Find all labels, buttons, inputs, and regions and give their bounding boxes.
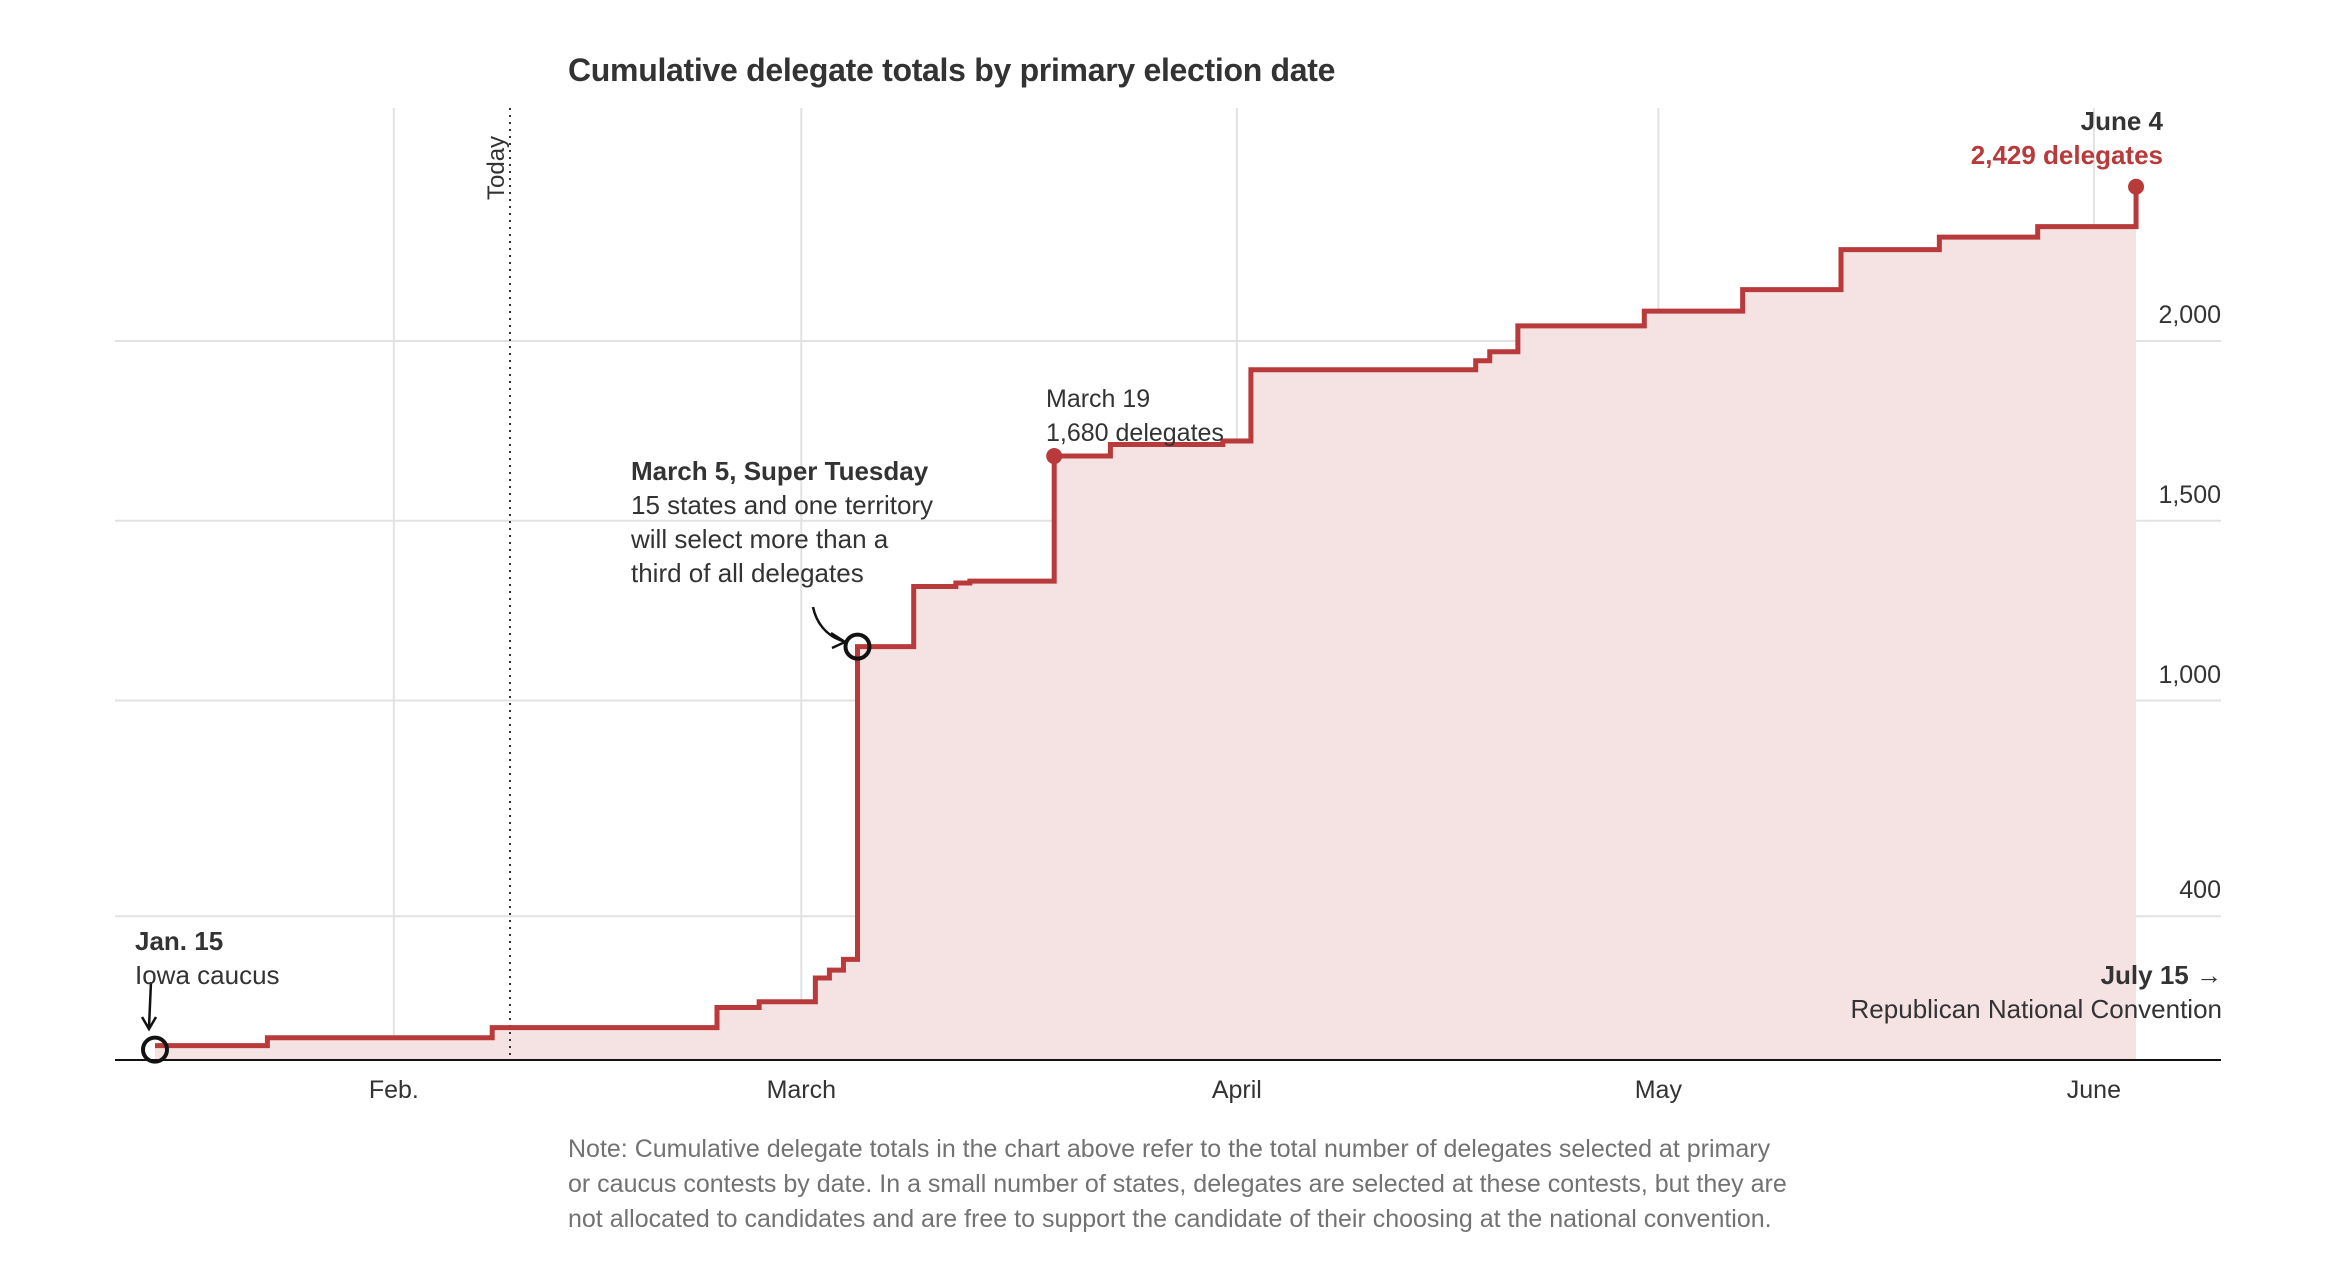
june-4-value: 2,429 delegates xyxy=(1970,140,2163,170)
super-tuesday-marker xyxy=(843,632,872,661)
march-19-marker xyxy=(1046,448,1063,465)
super-tuesday-line: will select more than a xyxy=(631,524,889,554)
today-label: Today xyxy=(483,136,510,200)
y-tick-label: 1,500 xyxy=(2158,480,2221,509)
end-marker xyxy=(2128,178,2145,195)
x-tick-label: Feb. xyxy=(368,1076,419,1104)
annotation-iowa: Jan. 15 Iowa caucus xyxy=(135,924,280,992)
chart-title: Cumulative delegate totals by primary el… xyxy=(568,52,1336,88)
cumulative-area xyxy=(155,186,2137,1060)
convention-label: Republican National Convention xyxy=(1850,994,2222,1024)
y-tick-label: 1,000 xyxy=(2158,660,2221,689)
y-tick-label: 2,000 xyxy=(2158,301,2221,329)
march-19-date: March 19 xyxy=(1046,385,1151,413)
x-tick-label: April xyxy=(1211,1076,1262,1104)
super-tuesday-arrow-icon xyxy=(811,606,848,650)
iowa-label: Iowa caucus xyxy=(135,960,280,990)
annotation-convention: July 15 → Republican National Convention xyxy=(1851,958,2222,1026)
annotation-super-tuesday: March 5, Super Tuesday 15 states and one… xyxy=(631,454,933,590)
x-tick-label: June xyxy=(2066,1076,2121,1104)
chart-note: Note: Cumulative delegate totals in the … xyxy=(568,1135,1787,1233)
march-19-value: 1,680 delegates xyxy=(1046,419,1224,447)
convention-date: July 15 → xyxy=(2100,960,2222,990)
annotation-june-4: June 4 2,429 delegates xyxy=(1971,104,2163,172)
annotation-march-19: March 19 1,680 delegates xyxy=(1046,382,1224,450)
super-tuesday-line: third of all delegates xyxy=(631,558,864,588)
cumulative-step-line xyxy=(155,186,2139,1049)
iowa-arrow-icon xyxy=(140,981,158,1032)
super-tuesday-title: March 5, Super Tuesday xyxy=(631,456,929,486)
y-tick-label: 400 xyxy=(2179,876,2221,905)
iowa-date: Jan. 15 xyxy=(135,926,224,956)
point-markers xyxy=(141,178,2145,1064)
start-marker xyxy=(141,1035,169,1064)
june-4-date: June 4 xyxy=(2080,106,2163,136)
x-tick-label: May xyxy=(1634,1076,1682,1104)
super-tuesday-line: 15 states and one territory xyxy=(631,490,934,520)
x-tick-label: March xyxy=(766,1076,837,1104)
